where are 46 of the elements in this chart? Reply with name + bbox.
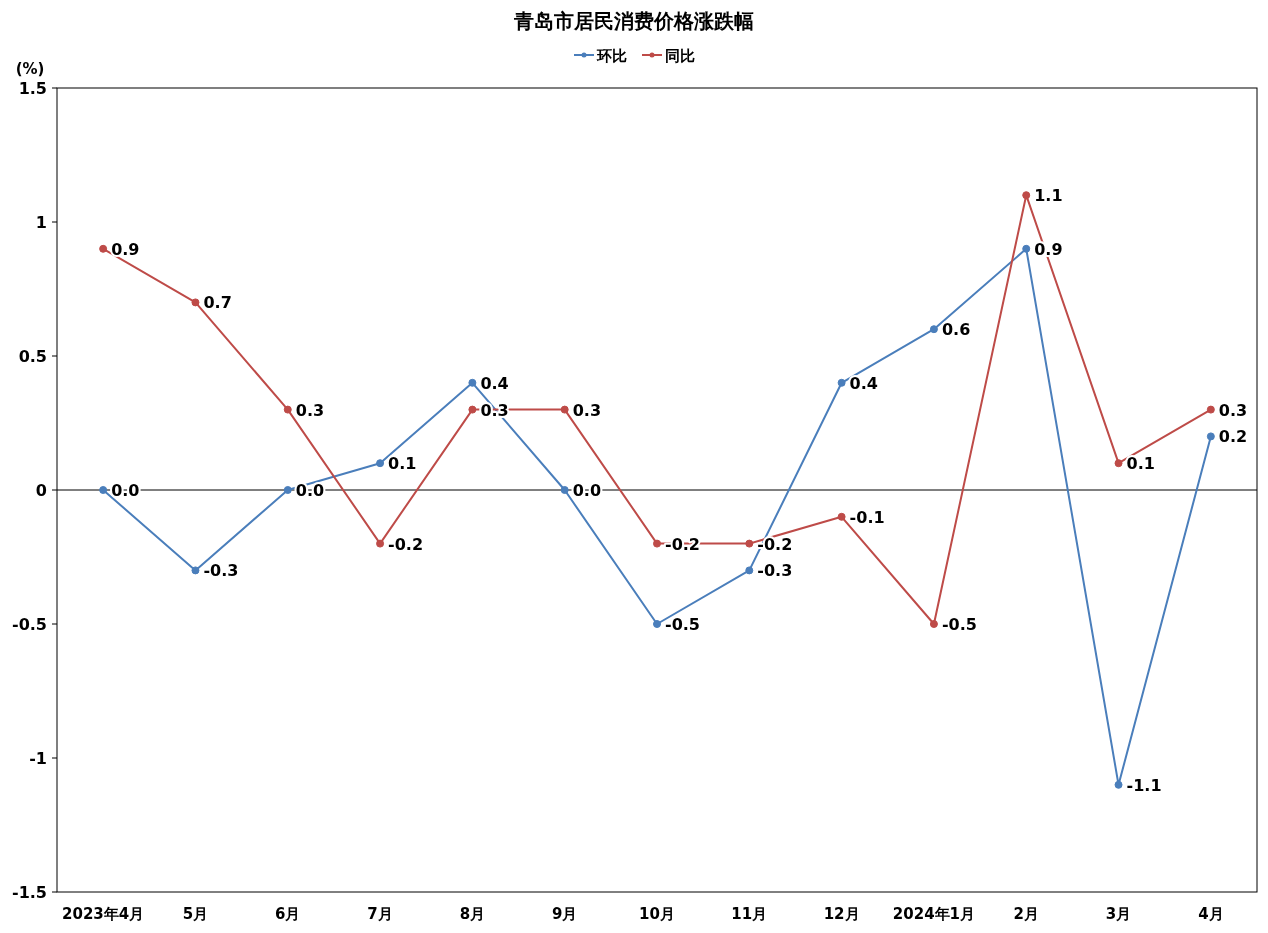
data-label: 1.1 [1034, 186, 1063, 206]
data-label: 0.1 [388, 454, 417, 474]
chart-title: 青岛市居民消费价格涨跌幅 [513, 9, 754, 33]
data-label: 0.6 [941, 320, 971, 340]
x-tick-label: 5月 [182, 905, 209, 923]
y-tick-label: 1 [35, 213, 47, 232]
x-tick-label: 8月 [459, 905, 486, 923]
legend-label: 同比 [665, 47, 695, 65]
data-label: -0.1 [849, 507, 885, 527]
y-tick-label: -0.5 [12, 615, 47, 634]
y-tick-label: -1 [29, 749, 47, 768]
data-label: 0.7 [203, 293, 232, 313]
y-tick-label: 0 [35, 481, 47, 500]
data-label: -0.2 [388, 534, 424, 554]
data-label: -0.5 [941, 615, 977, 634]
data-label: 0.0 [295, 481, 325, 500]
y-axis-title: (%) [15, 60, 45, 78]
x-tick-label: 4月 [1198, 905, 1224, 923]
data-label: 0.4 [849, 373, 878, 393]
data-label: 0.3 [1218, 400, 1248, 420]
x-tick-label: 11月 [731, 905, 768, 923]
x-tick-label: 7月 [367, 905, 393, 923]
x-tick-label: 10月 [639, 905, 675, 923]
data-label: 0.3 [295, 400, 325, 420]
x-tick-label: 2月 [1013, 905, 1039, 923]
x-tick-label: 2024年1月 [892, 905, 976, 923]
x-tick-label: 9月 [551, 905, 578, 923]
data-label: 0.0 [572, 481, 602, 500]
y-tick-label: 1.5 [18, 79, 47, 98]
x-tick-label: 3月 [1105, 905, 1132, 923]
legend-label: 环比 [596, 47, 627, 65]
data-label: 0.0 [111, 481, 140, 500]
x-tick-label: 12月 [823, 905, 860, 923]
data-label: 0.1 [1126, 454, 1155, 474]
data-label: -0.5 [665, 615, 700, 634]
x-tick-label: 2023年4月 [62, 905, 145, 923]
y-tick-label: 0.5 [18, 347, 47, 366]
y-tick-label: -1.5 [12, 883, 47, 902]
data-label: -0.3 [203, 561, 239, 581]
data-label: -0.3 [757, 561, 793, 581]
data-label: 0.4 [480, 373, 509, 393]
x-tick-label: 6月 [275, 905, 301, 923]
data-label: 0.2 [1218, 427, 1248, 447]
data-label: -1.1 [1126, 775, 1162, 795]
data-label: 0.9 [111, 239, 140, 259]
data-label: 0.3 [572, 400, 602, 420]
